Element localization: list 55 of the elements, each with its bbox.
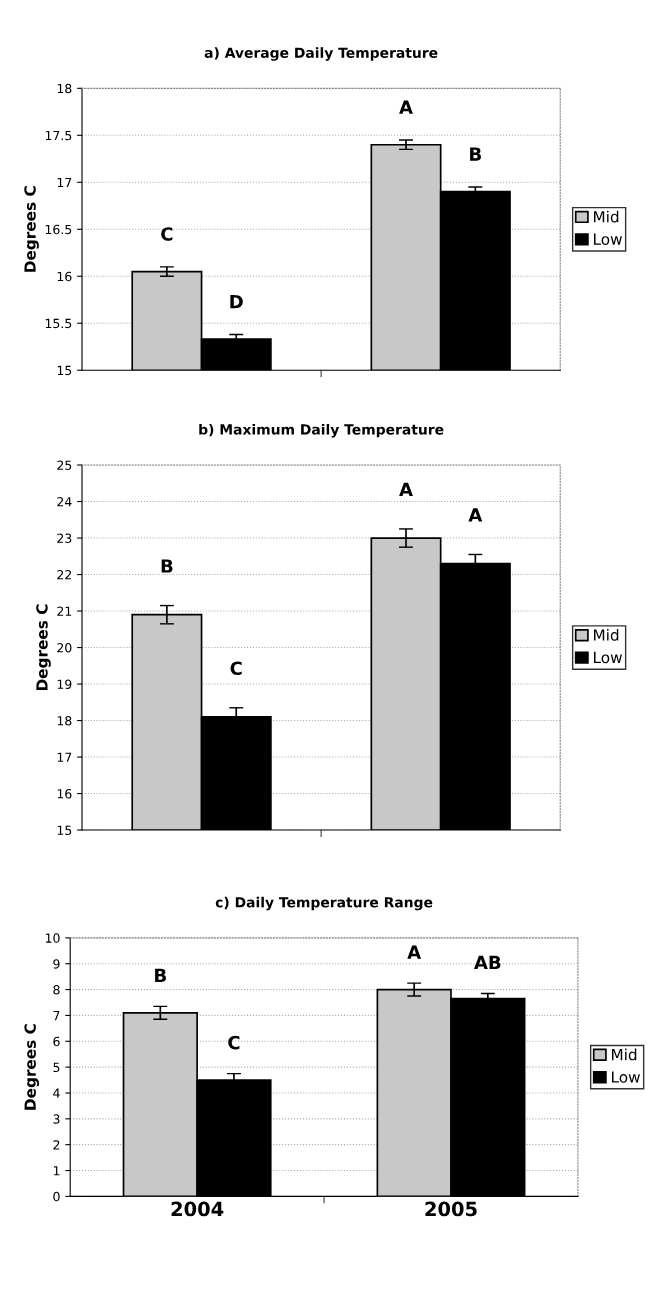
data-label: AB: [474, 955, 501, 970]
y-tick-label: 8: [53, 985, 60, 995]
legend-label: Mid: [612, 1048, 637, 1061]
y-tick-label: 24: [57, 497, 72, 507]
y-axis-title: Degrees C: [24, 186, 39, 272]
legend-label: Low: [594, 651, 622, 664]
data-label: A: [468, 508, 483, 522]
y-tick-label: 10: [45, 933, 60, 943]
y-tick-label: 17.5: [45, 130, 72, 141]
y-tick-label: 17: [57, 752, 72, 762]
legend-label: Mid: [594, 628, 619, 641]
y-tick-label: 1: [53, 1166, 60, 1176]
data-label: C: [161, 227, 173, 241]
y-tick-label: 16: [57, 271, 72, 282]
y-tick-label: 22: [57, 570, 72, 580]
legend-label: Low: [594, 233, 622, 245]
y-tick-label: 5: [53, 1062, 60, 1073]
y-tick-label: 3: [53, 1114, 60, 1124]
y-tick-label: 16.5: [45, 224, 72, 235]
data-label: B: [155, 968, 166, 982]
legend-label: Mid: [594, 210, 619, 223]
y-tick-label: 15.5: [45, 318, 72, 329]
y-tick-label: 25: [57, 460, 72, 470]
y-tick-label: 15: [57, 365, 72, 376]
y-tick-label: 23: [57, 533, 72, 543]
data-label: B: [470, 147, 481, 161]
y-tick-label: 9: [53, 959, 60, 969]
y-tick-label: 16: [57, 789, 72, 799]
y-tick-label: 18: [57, 716, 72, 726]
y-tick-label: 17: [57, 177, 72, 188]
y-tick-label: 4: [53, 1088, 60, 1098]
chart-title: a) Average Daily Temperature: [204, 47, 438, 61]
legend-label: Low: [612, 1071, 640, 1083]
data-label: A: [399, 100, 413, 114]
y-tick-label: 21: [57, 606, 72, 616]
y-tick-label: 19: [57, 679, 72, 689]
x-tick-label: 2004: [171, 1201, 224, 1217]
y-tick-label: 0: [53, 1191, 60, 1202]
y-axis-title: Degrees C: [36, 604, 51, 691]
data-label: A: [399, 482, 413, 496]
data-label: C: [228, 1035, 240, 1050]
y-tick-label: 20: [57, 643, 72, 653]
x-tick-label: 2005: [425, 1201, 477, 1217]
y-tick-label: 7: [53, 1011, 60, 1021]
y-axis-title: Degrees C: [24, 1024, 40, 1110]
y-tick-label: 6: [53, 1036, 60, 1047]
data-label: C: [230, 661, 242, 676]
chart-title: b) Maximum Daily Temperature: [199, 423, 444, 438]
data-label: A: [407, 945, 422, 959]
data-label: D: [230, 295, 243, 309]
y-tick-label: 18: [57, 83, 72, 94]
y-tick-label: 2: [53, 1140, 60, 1150]
data-label: B: [161, 559, 173, 573]
y-tick-label: 15: [57, 825, 72, 835]
chart-title: c) Daily Temperature Range: [215, 896, 433, 911]
